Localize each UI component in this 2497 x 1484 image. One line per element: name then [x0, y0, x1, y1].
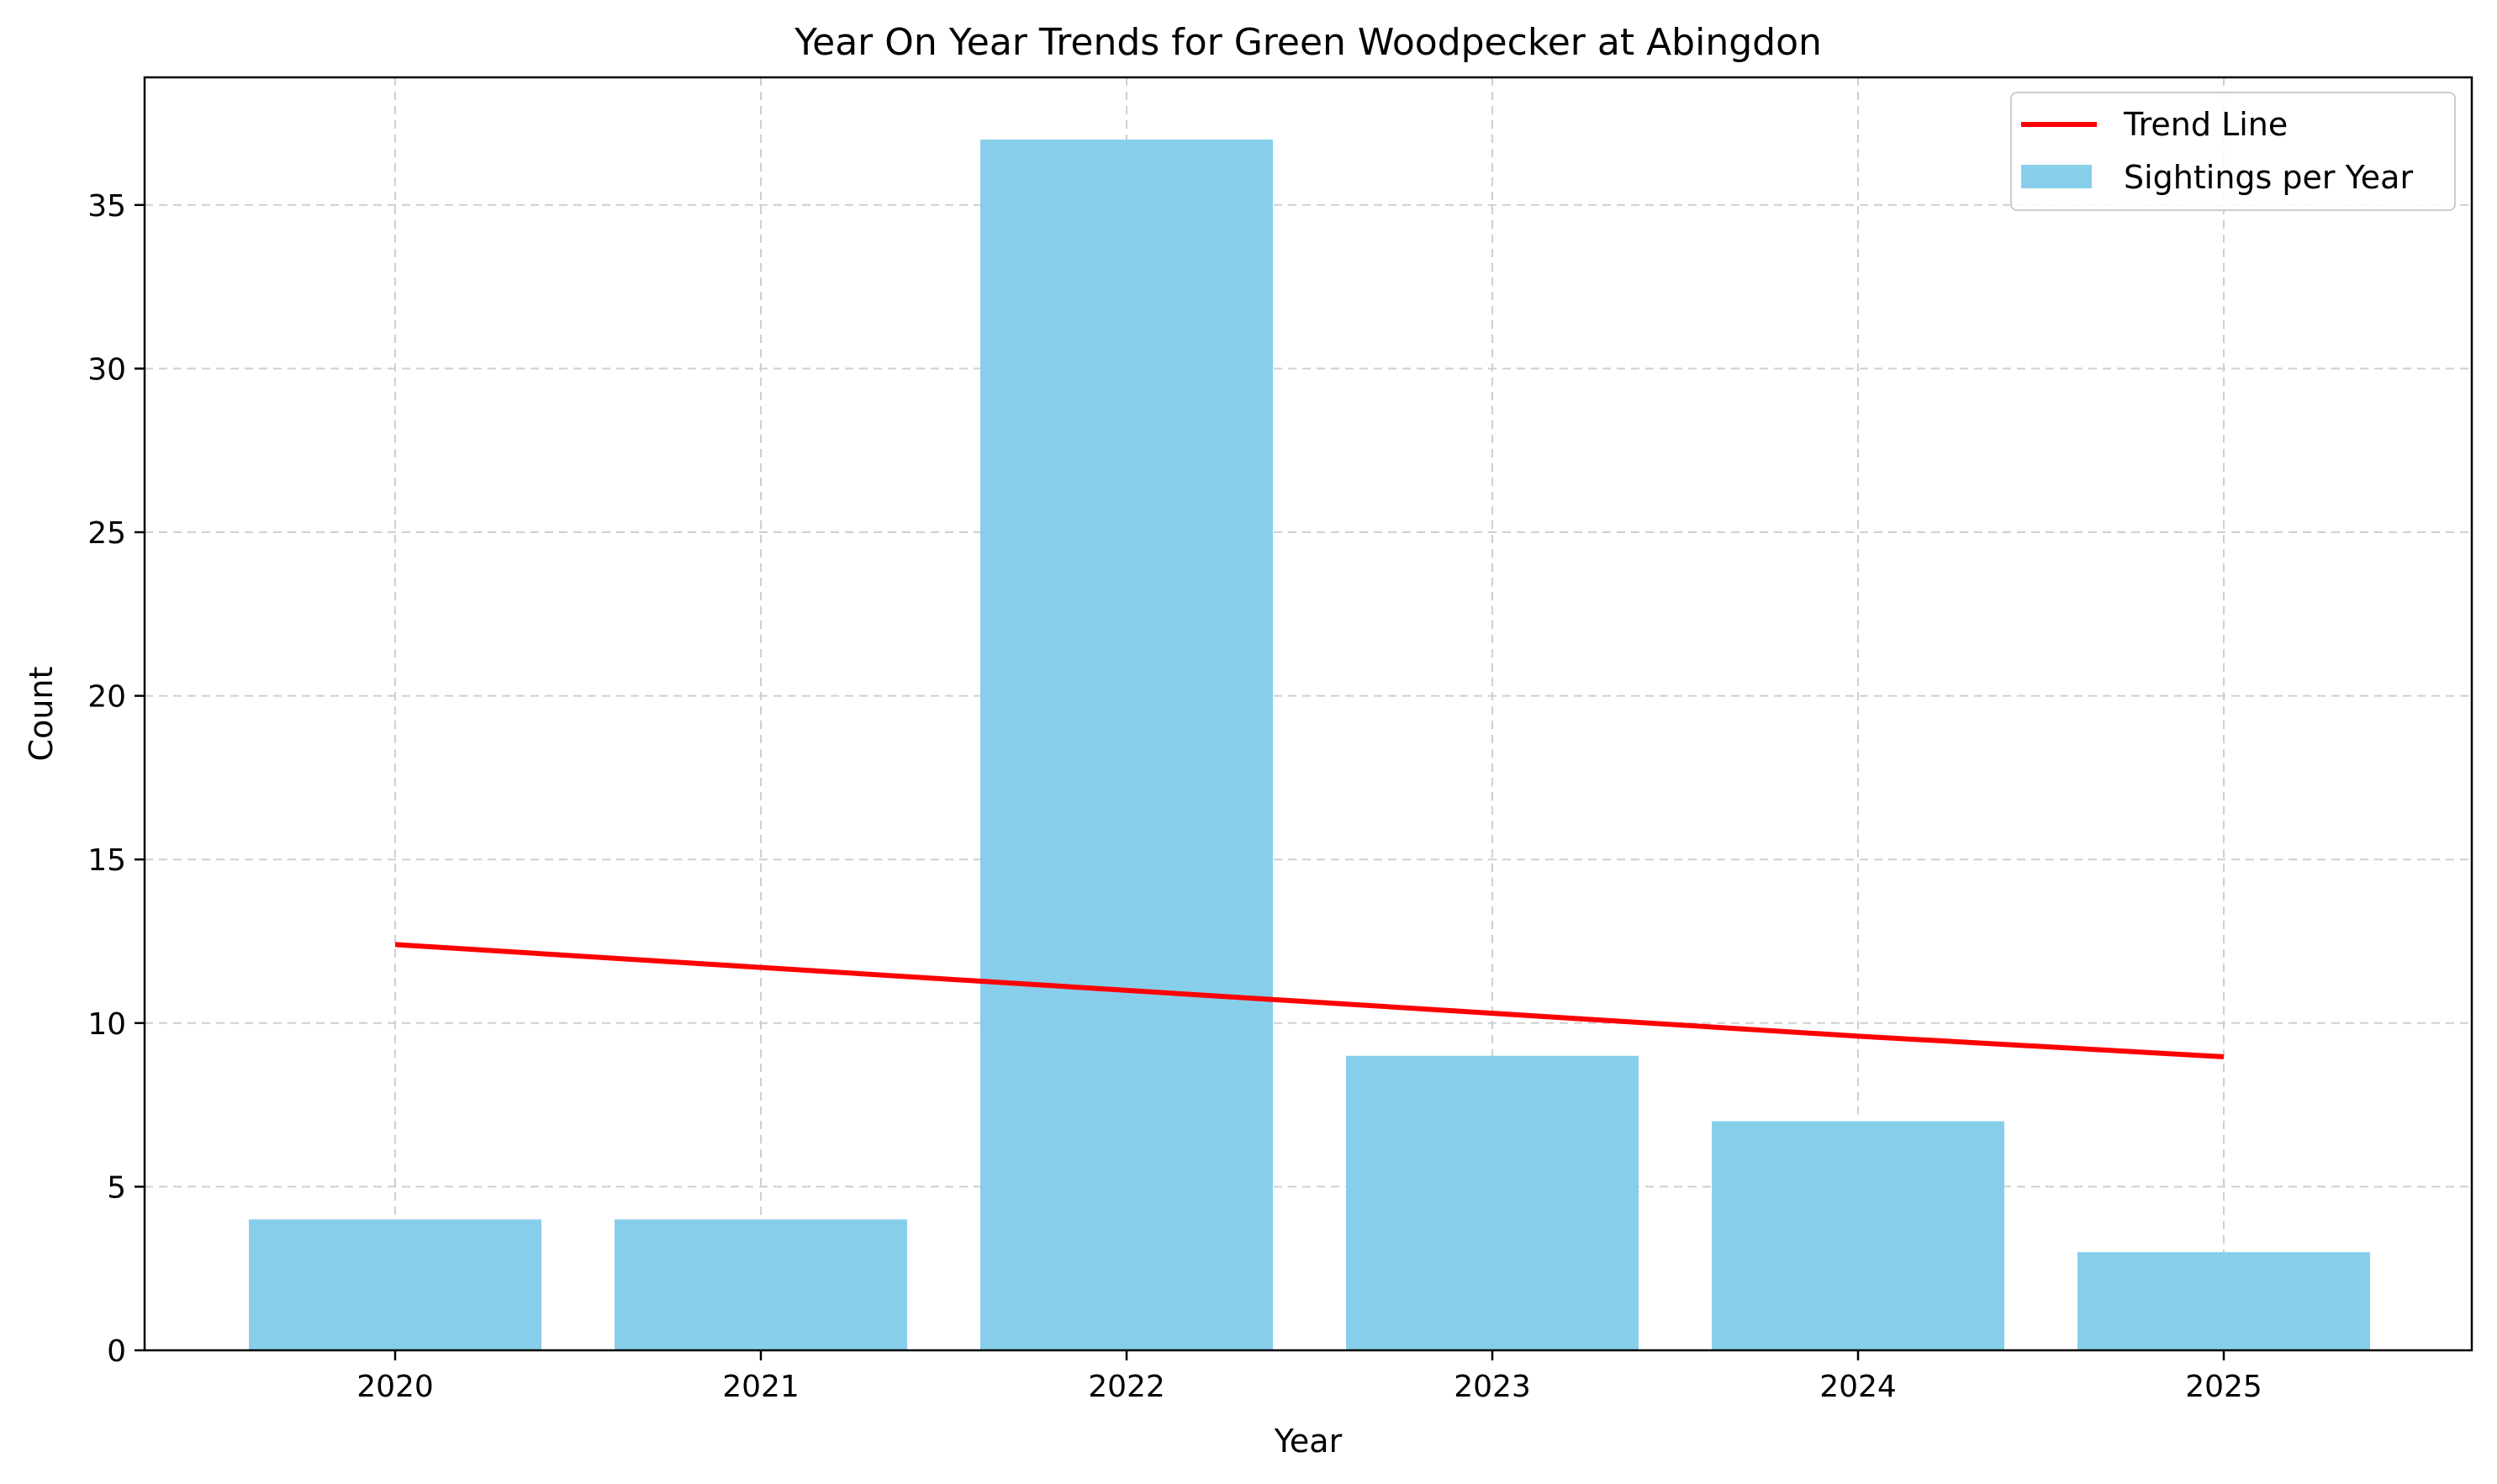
y-tick-label: 25 — [87, 516, 126, 551]
legend: Trend Line Sightings per Year — [2010, 92, 2456, 211]
x-tick-label-2023: 2023 — [1454, 1370, 1531, 1404]
bar-2023 — [1346, 1055, 1639, 1350]
trend-line — [394, 942, 2225, 1059]
chart-title: Year On Year Trends for Green Woodpecker… — [794, 21, 1822, 64]
x-tick-label-2022: 2022 — [1088, 1370, 1165, 1404]
legend-sightings-label: Sightings per Year — [2124, 159, 2413, 196]
y-tick-label: 15 — [87, 843, 126, 878]
bars-layer — [249, 139, 2370, 1350]
x-axis-label: Year — [1274, 1423, 1343, 1460]
legend-box — [2010, 92, 2456, 211]
y-tick-label: 10 — [87, 1007, 126, 1042]
legend-trend-line-label: Trend Line — [2123, 106, 2288, 143]
bar-2024 — [1712, 1121, 2004, 1350]
y-tick-label: 5 — [107, 1170, 126, 1205]
bar-2021 — [615, 1219, 907, 1350]
y-axis-label: Count — [23, 667, 60, 762]
x-tick-label-2025: 2025 — [2185, 1370, 2262, 1404]
plot-area-frame — [143, 76, 2473, 1352]
bar-2022 — [980, 139, 1273, 1350]
y-tick-label: 20 — [87, 680, 126, 715]
trend-line-layer — [394, 942, 2225, 1059]
x-tick-label-2024: 2024 — [1819, 1370, 1897, 1404]
legend-sightings-swatch — [2021, 165, 2092, 188]
x-tick-label-2020: 2020 — [356, 1370, 434, 1404]
x-tick-label-2021: 2021 — [722, 1370, 800, 1404]
bar-2020 — [249, 1219, 541, 1350]
y-tick-label: 35 — [87, 189, 126, 224]
y-tick-label: 0 — [107, 1334, 126, 1369]
y-tick-label: 30 — [87, 352, 126, 387]
bar-2025 — [2077, 1252, 2370, 1350]
